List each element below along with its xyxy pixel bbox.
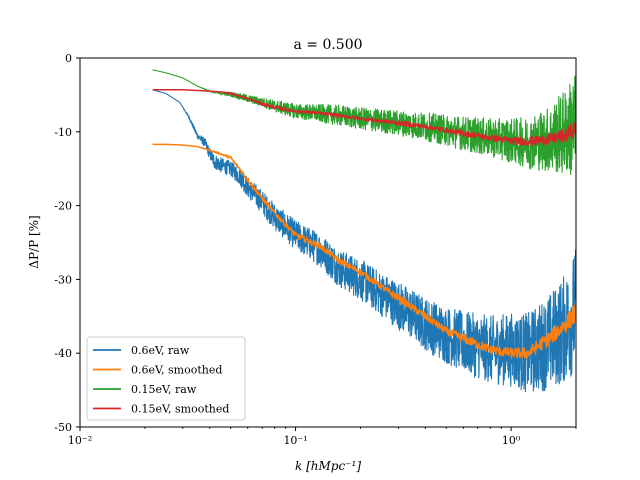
series-line-2: [152, 143, 576, 359]
legend-box: [86, 336, 246, 421]
y-tick-label: -40: [54, 347, 72, 360]
y-tick-label: -10: [54, 126, 72, 139]
y-tick-label: -50: [54, 421, 72, 434]
series-layer: [152, 69, 576, 393]
x-axis-label: k [hMpc⁻¹]: [295, 459, 361, 473]
series-line-4: [152, 88, 576, 147]
y-tick-label: 0: [65, 52, 72, 65]
legend-label: 0.6eV, smoothed: [131, 364, 222, 377]
legend-label: 0.6eV, raw: [131, 344, 190, 357]
y-tick-label: -20: [54, 200, 72, 213]
legend-label: 0.15eV, raw: [131, 383, 197, 396]
x-tick-label: 10⁻²: [68, 434, 92, 447]
y-axis-label: ΔP/P [%]: [27, 215, 41, 268]
chart-title: a = 0.500: [293, 37, 362, 53]
y-tick-label: -30: [54, 273, 72, 286]
x-tick-label: 10⁰: [502, 434, 521, 447]
x-tick-label: 10⁻¹: [283, 434, 307, 447]
legend-label: 0.15eV, smoothed: [131, 403, 229, 416]
series-line-1: [152, 89, 576, 393]
legend: 0.6eV, raw 0.6eV, smoothed 0.15eV, raw 0.15…: [86, 336, 246, 421]
plot-frame: [79, 57, 577, 428]
x-axis: 10⁻² 10⁻¹ 10⁰: [68, 427, 577, 447]
y-axis: 0 -10 -20 -30 -40 -50: [54, 52, 80, 434]
